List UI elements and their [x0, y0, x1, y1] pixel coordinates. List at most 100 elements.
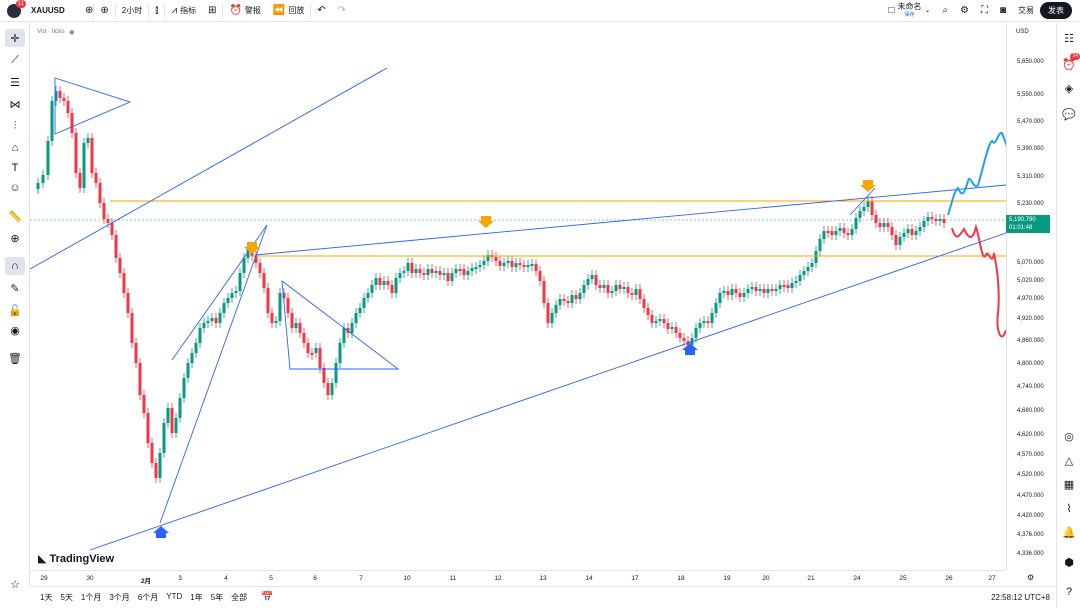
undo-button[interactable]: ↶	[311, 0, 331, 22]
indicators-button[interactable]: ⩘ 指标	[165, 0, 202, 22]
axis-settings-icon[interactable]: ⚙	[1027, 573, 1035, 582]
replay-button[interactable]: ⏪ 回放	[267, 0, 310, 22]
alerts-panel-button[interactable]: ⏰ 24	[1060, 53, 1080, 73]
forecast-tool[interactable]: ⫶	[5, 117, 25, 135]
candle-body	[354, 313, 358, 323]
candle-body	[642, 299, 646, 308]
range-button[interactable]: 5年	[210, 593, 224, 602]
candle-body	[562, 299, 566, 301]
candle-body	[850, 229, 854, 235]
layout-select[interactable]: □ 未命名 保存 ⌄	[882, 0, 936, 22]
favorites-tool[interactable]: ☆	[5, 575, 25, 593]
snapshot-button[interactable]: ◙	[994, 0, 1012, 22]
apps-button[interactable]: ⬢	[1060, 553, 1078, 571]
time-axis[interactable]: 29 30 2月 3 4 5 6 7 10 11 12 13 14 17 18 19 20 21 24 25 26 27	[30, 570, 1006, 586]
trade-button[interactable]: 交易	[1012, 0, 1040, 22]
measure-tool[interactable]: 📏	[5, 207, 25, 225]
range-button[interactable]: 1天	[40, 593, 53, 602]
notifications-button[interactable]: 🔔	[1060, 523, 1078, 541]
candle-body	[890, 227, 894, 235]
projection-bullish	[947, 131, 1006, 216]
streams-button[interactable]: ⌇	[1060, 499, 1078, 517]
chat-button[interactable]: 💬	[1060, 105, 1078, 123]
range-button[interactable]: 6个月	[137, 593, 159, 602]
crosshair-tool[interactable]: ✛	[5, 29, 25, 47]
help-button[interactable]: ?	[1060, 583, 1078, 601]
eye-icon[interactable]: ◉	[68, 29, 75, 36]
time-tick-label: 30	[86, 575, 94, 582]
candle-body	[810, 263, 814, 267]
compare-icon[interactable]: ⊕	[85, 4, 94, 16]
layouts-button[interactable]: ⊞	[202, 0, 222, 22]
candle-body	[522, 265, 526, 267]
magnet-tool[interactable]: ∩	[5, 257, 25, 275]
candle-body	[294, 323, 298, 328]
price-tick-label: 4,620.000	[1017, 432, 1044, 438]
hide-drawings-tool[interactable]: ◉	[5, 321, 25, 339]
candle-body	[158, 453, 162, 478]
icons-tool[interactable]: ☺	[5, 179, 25, 197]
watchlist-button[interactable]: ☷	[1060, 29, 1078, 47]
candle-body	[358, 308, 362, 313]
trendline-tool[interactable]: ⟋	[5, 51, 25, 69]
add-symbol-button[interactable]: ⊕	[94, 0, 114, 22]
range-button[interactable]: YTD	[166, 592, 183, 601]
camera-icon: ◙	[999, 4, 1006, 16]
object-tree-button[interactable]: ◈	[1060, 79, 1078, 97]
stay-drawing-tool[interactable]: ✎	[5, 279, 25, 297]
currency-label[interactable]: USD	[1016, 29, 1029, 35]
pattern-tool[interactable]: ⋈	[5, 95, 25, 113]
pencil-lock-icon: ✎	[10, 282, 20, 295]
candle-body	[670, 327, 674, 329]
candle-body	[746, 289, 750, 293]
fib-tool[interactable]: ☰	[5, 73, 25, 91]
candle-body	[550, 313, 554, 323]
symbol-search[interactable]: XAUUSD	[31, 6, 65, 15]
candle-body	[210, 318, 214, 321]
chart-canvas[interactable]	[30, 23, 1006, 570]
quick-search-button[interactable]: ⌕	[936, 0, 954, 22]
magnet-icon: ∩	[11, 260, 19, 272]
chart-pane[interactable]	[30, 23, 1006, 570]
zoom-tool[interactable]: ⊕	[5, 229, 25, 247]
price-tick-label: 4,420.000	[1017, 513, 1044, 519]
interval-button[interactable]: 2小时	[116, 0, 148, 22]
range-button[interactable]: 全部	[231, 593, 248, 602]
fullscreen-button[interactable]: ⛶	[975, 0, 994, 22]
text-tool[interactable]: T	[5, 159, 25, 177]
shapes-tool[interactable]: ⌂	[5, 139, 25, 157]
price-tick-label: 4,860.000	[1017, 338, 1044, 344]
publish-button[interactable]: 发表	[1040, 2, 1072, 19]
candle-body	[454, 269, 458, 273]
time-tick-label: 29	[40, 575, 48, 582]
candle-body	[234, 291, 238, 293]
ideas-button[interactable]: △	[1060, 451, 1078, 469]
channel-left	[159, 224, 268, 524]
lock-drawings-tool[interactable]: 🔓	[5, 301, 25, 319]
small-trend	[849, 187, 876, 216]
range-button[interactable]: 1年	[190, 593, 203, 602]
calendar-button[interactable]: ▦	[1060, 475, 1078, 493]
candle-body	[674, 327, 678, 333]
candle-body	[854, 218, 858, 229]
redo-button[interactable]: ↷	[332, 0, 352, 22]
alert-button[interactable]: ⏰ 警报	[223, 0, 266, 22]
chart-type-button[interactable]: ⫾	[149, 0, 164, 22]
price-tick-label: 5,550.000	[1017, 92, 1044, 98]
goto-date-icon[interactable]: 📅	[261, 591, 274, 603]
range-button[interactable]: 1个月	[80, 593, 102, 602]
price-axis[interactable]: 5,650.000 5,550.000 5,470.000 5,390.000 5,31…	[1006, 23, 1056, 570]
avatar[interactable]: 11	[7, 0, 26, 18]
target-button[interactable]: ◎	[1060, 427, 1078, 445]
candle-body	[110, 223, 114, 235]
trade-label: 交易	[1018, 6, 1034, 15]
range-button[interactable]: 3个月	[109, 593, 130, 602]
settings-button[interactable]: ⚙	[954, 0, 975, 22]
drawing-toolbar: ✛ ⟋ ☰ ⋈ ⫶ ⌂ T ☺ 📏 ⊕ ∩ ✎ 🔓 ◉ 🗑 ☆	[0, 23, 30, 591]
clock[interactable]: 22:58:12 UTC+8	[991, 593, 1050, 602]
range-button[interactable]: 5天	[60, 593, 73, 602]
candle-body	[474, 267, 478, 269]
candle-body	[758, 289, 762, 291]
remove-drawings-tool[interactable]: 🗑	[5, 349, 25, 367]
candle-body	[178, 398, 182, 418]
